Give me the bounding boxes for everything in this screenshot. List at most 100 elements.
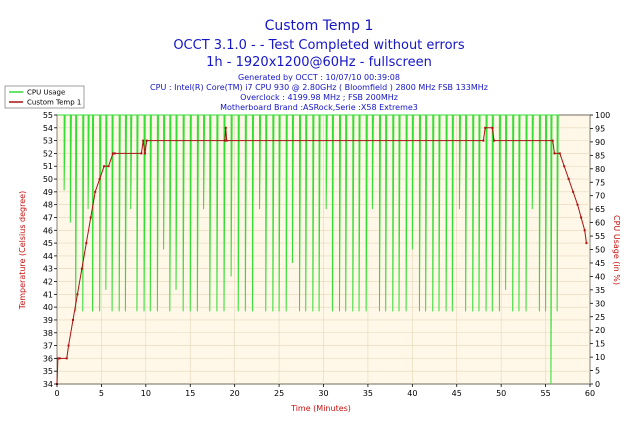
y-tick-label: 38: [43, 329, 53, 338]
custom-temp-point: [85, 242, 88, 245]
x-tick-label: 10: [141, 389, 151, 398]
y-tick-label: 43: [43, 265, 53, 274]
y-tick-label: 41: [43, 290, 53, 299]
y2-tick-label: 5: [595, 367, 600, 376]
y-tick-label: 35: [43, 367, 53, 376]
series-layer: [56, 114, 588, 385]
y-tick-label: 52: [43, 149, 53, 158]
x-tick-label: 55: [540, 389, 550, 398]
custom-temp-point: [103, 165, 106, 168]
generated-info: Generated by OCCT : 10/07/10 00:39:08: [238, 73, 400, 82]
custom-temp-point: [56, 357, 59, 360]
y2-tick-label: 75: [595, 178, 605, 187]
custom-temp-point: [94, 190, 97, 193]
y-tick-label: 53: [43, 137, 53, 146]
y-tick-label: 36: [43, 354, 53, 363]
custom-temp-point: [111, 152, 114, 155]
y2-tick-label: 10: [595, 353, 605, 362]
x-tick-label: 0: [54, 389, 59, 398]
custom-temp-point: [67, 344, 70, 347]
custom-temp-point: [493, 139, 496, 142]
custom-temp-point: [140, 152, 143, 155]
custom-temp-point: [80, 267, 83, 270]
custom-temp-point: [143, 152, 146, 155]
chart-subtitle: OCCT 3.1.0 - - Test Completed without er…: [173, 38, 465, 53]
y2-tick-label: 100: [595, 111, 610, 120]
chart-subtitle-2: 1h - 1920x1200@60Hz - fullscreen: [206, 55, 432, 70]
y-tick-label: 47: [43, 213, 53, 222]
legend: CPU Usage Custom Temp 1: [4, 85, 85, 109]
y-axis-label: Temperature (Celsius degree): [18, 191, 27, 310]
y-tick-label: 54: [43, 124, 53, 133]
custom-temp-point: [567, 178, 570, 181]
custom-temp-point: [583, 229, 586, 232]
custom-temp-point: [76, 293, 79, 296]
x-tick-label: 20: [230, 389, 240, 398]
y2-tick-label: 45: [595, 259, 605, 268]
legend-cpu-label: CPU Usage: [27, 89, 65, 97]
y2-tick-label: 15: [595, 340, 605, 349]
y-tick-label: 50: [43, 175, 53, 184]
y-tick-label: 37: [43, 342, 53, 351]
cpu-info: CPU : Intel(R) Core(TM) i7 CPU 930 @ 2.8…: [150, 83, 488, 92]
custom-temp-point: [65, 357, 68, 360]
x-tick-label: 60: [585, 389, 595, 398]
chart-title: Custom Temp 1: [265, 18, 374, 34]
custom-temp-point: [71, 318, 74, 321]
tick-layer: 3435363738394041424344454647484950515253…: [43, 111, 610, 398]
y-tick-label: 48: [43, 201, 53, 210]
y-tick-label: 34: [43, 380, 53, 389]
y-tick-label: 49: [43, 188, 53, 197]
y-tick-label: 45: [43, 239, 53, 248]
x-axis-label: Time (Minutes): [290, 404, 351, 413]
legend-temp-label: Custom Temp 1: [27, 99, 81, 107]
custom-temp-point: [484, 126, 487, 129]
custom-temp-point: [113, 152, 116, 155]
y2-tick-label: 65: [595, 205, 605, 214]
y2-tick-label: 40: [595, 272, 605, 281]
custom-temp-point: [482, 139, 485, 142]
y2-tick-label: 80: [595, 165, 605, 174]
custom-temp-point: [58, 357, 61, 360]
custom-temp-point: [491, 126, 494, 129]
x-tick-label: 45: [452, 389, 462, 398]
x-tick-label: 30: [318, 389, 328, 398]
custom-temp-point: [551, 139, 554, 142]
custom-temp-point: [223, 139, 226, 142]
custom-temp-point: [576, 203, 579, 206]
y2-tick-label: 30: [595, 299, 605, 308]
y2-tick-label: 25: [595, 313, 605, 322]
y2-tick-label: 90: [595, 138, 605, 147]
custom-temp-point: [225, 139, 228, 142]
y2-tick-label: 0: [595, 380, 600, 389]
custom-temp-point: [142, 139, 145, 142]
y2-tick-label: 50: [595, 246, 605, 255]
y2-tick-label: 70: [595, 192, 605, 201]
y2-tick-label: 60: [595, 219, 605, 228]
custom-temp-point: [553, 152, 556, 155]
custom-temp-point: [98, 178, 101, 181]
custom-temp-point: [145, 139, 148, 142]
custom-temp-point: [572, 190, 575, 193]
custom-temp-point: [107, 165, 110, 168]
x-tick-label: 40: [407, 389, 417, 398]
custom-temp-point: [580, 216, 583, 219]
custom-temp-point: [585, 242, 588, 245]
x-tick-label: 15: [185, 389, 195, 398]
y2-tick-label: 85: [595, 151, 605, 160]
x-tick-label: 35: [363, 389, 373, 398]
motherboard-info: Motherboard Brand :ASRock,Serie :X58 Ext…: [220, 103, 418, 112]
x-tick-label: 5: [99, 389, 104, 398]
custom-temp-point: [563, 165, 566, 168]
custom-temp-point: [89, 216, 92, 219]
y-tick-label: 40: [43, 303, 53, 312]
x-tick-label: 25: [274, 389, 284, 398]
y2-tick-label: 55: [595, 232, 605, 241]
y-tick-label: 46: [43, 226, 53, 235]
overclock-info: Overclock : 4199.98 MHz ; FSB 200MHz: [240, 93, 398, 102]
y2-tick-label: 35: [595, 286, 605, 295]
custom-temp-point: [558, 152, 561, 155]
custom-temp-point: [224, 126, 227, 129]
cpu-usage-line: [57, 114, 559, 385]
